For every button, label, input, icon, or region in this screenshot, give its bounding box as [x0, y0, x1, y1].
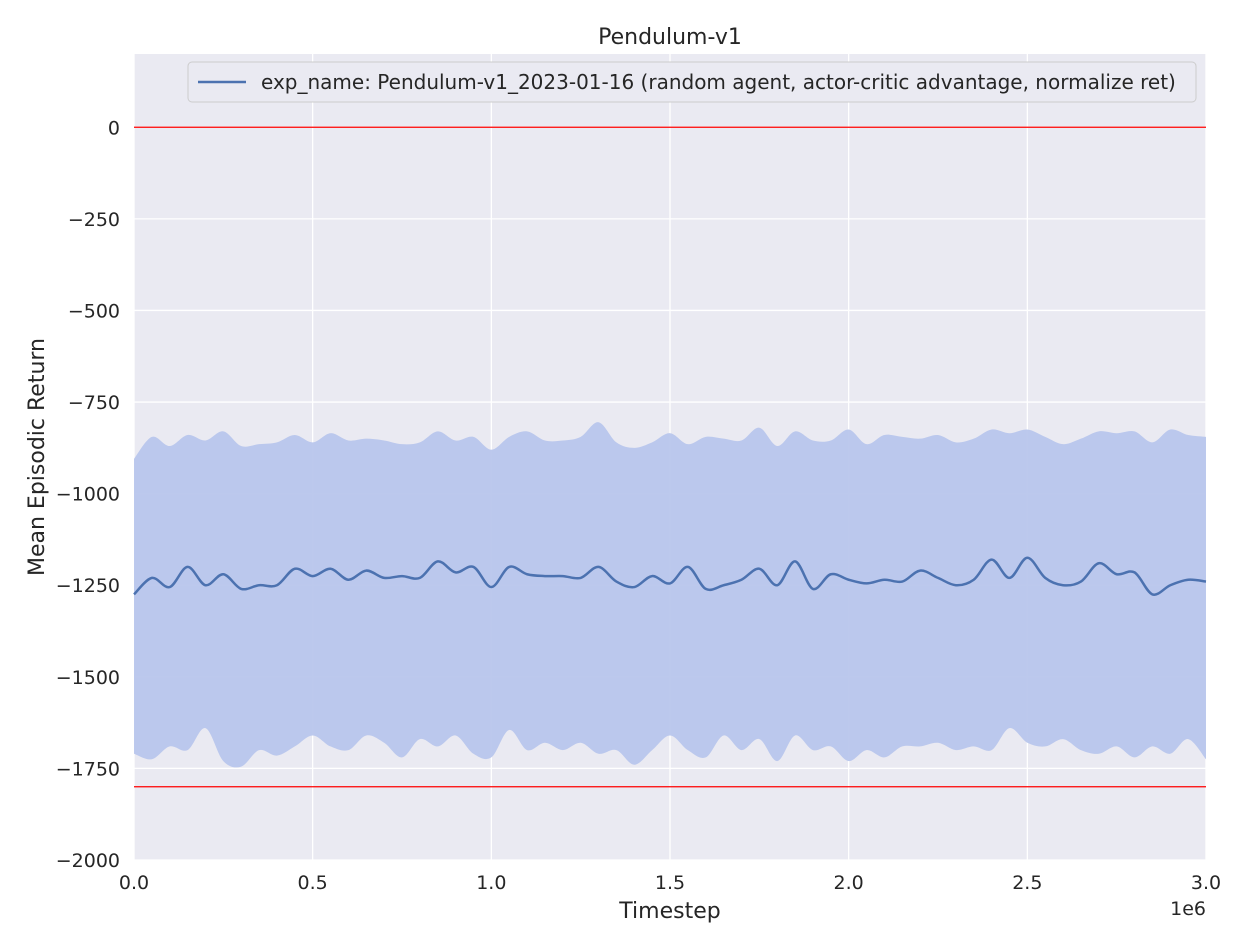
y-tick-label: −2000 — [56, 850, 120, 872]
y-tick-label: −1500 — [56, 667, 120, 689]
y-tick-label: −1000 — [56, 484, 120, 506]
tick-labels: 0.0 0.5 1.0 1.5 2.0 2.5 3.0 0 −250 −500 −750 −1000 −… — [56, 117, 1221, 894]
x-axis-scale-label: 1e6 — [1170, 898, 1206, 920]
y-tick-label: −500 — [68, 300, 120, 322]
legend-label: exp_name: Pendulum-v1_2023-01-16 (random… — [261, 70, 1176, 94]
x-tick-label: 0.0 — [119, 872, 149, 894]
y-tick-label: 0 — [108, 117, 120, 139]
line-layer — [133, 556, 1207, 596]
y-tick-label: −1750 — [56, 758, 120, 780]
legend: exp_name: Pendulum-v1_2023-01-16 (random… — [187, 61, 1197, 103]
x-tick-label: 1.0 — [476, 872, 506, 894]
x-tick-label: 2.5 — [1012, 872, 1042, 894]
chart-title: Pendulum-v1 — [598, 25, 742, 50]
y-tick-label: −250 — [68, 209, 120, 231]
y-axis-label: Mean Episodic Return — [25, 338, 50, 576]
x-tick-label: 3.0 — [1191, 872, 1221, 894]
y-tick-label: −750 — [68, 392, 120, 414]
x-axis-label: Timestep — [618, 899, 720, 924]
x-tick-label: 1.5 — [655, 872, 685, 894]
band-layer — [134, 422, 1206, 768]
std-band — [134, 422, 1206, 768]
reference-lines — [134, 126, 1206, 788]
legend-box — [187, 61, 1197, 103]
mean-line — [133, 556, 1207, 596]
y-tick-label: −1250 — [56, 575, 120, 597]
x-tick-label: 0.5 — [298, 872, 328, 894]
x-tick-label: 2.0 — [834, 872, 864, 894]
